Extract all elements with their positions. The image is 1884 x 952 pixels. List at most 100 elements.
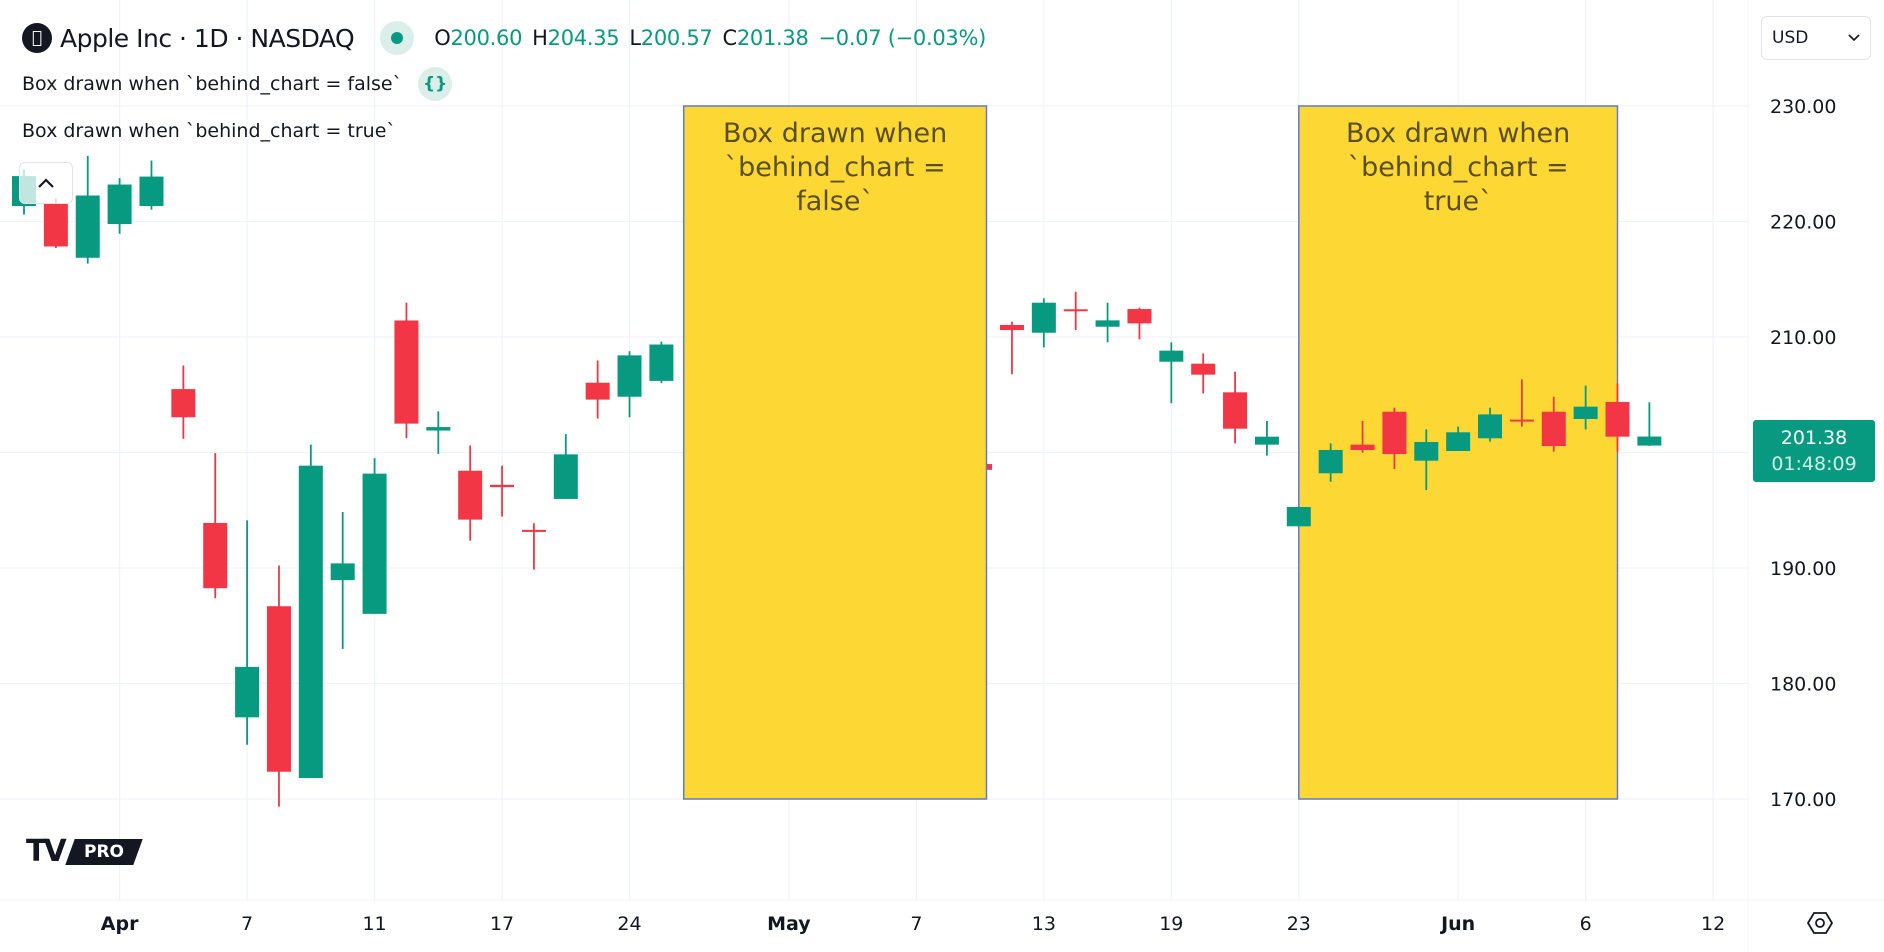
- candle: [107, 178, 132, 234]
- candle: [1095, 302, 1120, 343]
- apple-logo-icon: : [22, 23, 52, 53]
- candle: [1318, 443, 1343, 482]
- candle: [298, 444, 323, 778]
- candle-body: [1127, 309, 1152, 324]
- candle: [999, 321, 1024, 375]
- candle: [1350, 420, 1375, 453]
- candle: [649, 341, 674, 384]
- candle-body: [330, 563, 355, 581]
- high-value: 204.35: [547, 26, 620, 50]
- time-tick-label: 19: [1159, 913, 1183, 935]
- close-label: C: [722, 26, 737, 50]
- candle-body: [362, 473, 387, 614]
- candle: [1286, 506, 1311, 527]
- candle-body: [75, 195, 100, 258]
- candle: [490, 465, 515, 517]
- last-price: 201.38: [1780, 427, 1848, 449]
- candle-body: [1509, 419, 1534, 422]
- indicator-label[interactable]: Box drawn when `behind_chart = false`: [22, 73, 403, 95]
- candle-body: [394, 320, 419, 424]
- box-text-line: Box drawn when: [1346, 118, 1570, 149]
- chevron-up-icon: [38, 178, 54, 188]
- candle: [617, 351, 642, 418]
- price-axis[interactable]: 230.00 220.00 210.00 190.00 180.00 170.00: [1770, 96, 1836, 811]
- box-text-line: false`: [796, 186, 874, 217]
- indicator-legend-true[interactable]: Box drawn when `behind_chart = true`: [22, 117, 396, 145]
- braces-icon[interactable]: {}: [418, 67, 453, 101]
- candle-body: [1637, 436, 1662, 446]
- candle-body: [43, 203, 68, 247]
- candle: [1637, 402, 1662, 446]
- candle: [1573, 385, 1598, 430]
- candle-body: [107, 184, 132, 225]
- time-tick-label: 11: [362, 913, 386, 935]
- candle: [1382, 407, 1407, 470]
- market-status-icon[interactable]: [380, 21, 415, 55]
- candle-body: [1095, 320, 1120, 327]
- boxes-front-layer: Box drawn when`behind_chart =false`: [682, 105, 988, 800]
- high-label: H: [532, 26, 548, 50]
- candle: [426, 411, 451, 454]
- candle-body: [298, 465, 323, 778]
- candle: [43, 198, 68, 249]
- box-text-line: true`: [1424, 186, 1493, 217]
- candle-body: [1382, 411, 1407, 455]
- collapse-legend-button[interactable]: [19, 162, 73, 204]
- candle-body: [1573, 406, 1598, 420]
- time-tick-label: 7: [241, 913, 253, 935]
- candle: [1063, 291, 1088, 331]
- box-rect: [1298, 105, 1619, 800]
- pro-badge: PRO: [64, 838, 143, 865]
- time-tick-label: 23: [1287, 913, 1311, 935]
- candle-body: [553, 454, 578, 499]
- box-text-line: `behind_chart =: [1348, 152, 1569, 183]
- candle: [1478, 407, 1503, 442]
- time-axis[interactable]: Apr 7 11 17 24 May 7 13 19 23 Jun 6 12: [101, 913, 1725, 935]
- candle-body: [139, 176, 164, 207]
- candle-body: [649, 344, 674, 381]
- candle: [139, 160, 164, 210]
- candle-body: [171, 389, 196, 418]
- candle-body: [1159, 350, 1184, 362]
- change-value: −0.07 (−0.03%): [818, 26, 987, 50]
- candle-body: [490, 484, 515, 488]
- box-text-line: Box drawn when: [723, 118, 947, 149]
- candle-body: [426, 427, 451, 431]
- candle: [1127, 307, 1152, 340]
- candle-body: [999, 324, 1024, 331]
- tv-logo-mark: TV: [26, 834, 67, 869]
- time-tick-label: Apr: [101, 913, 139, 935]
- candle: [75, 155, 100, 264]
- price-tick-label: 180.00: [1770, 674, 1836, 696]
- last-price-tag: 201.38 01:48:09: [1753, 420, 1875, 482]
- symbol-title[interactable]: Apple Inc · 1D · NASDAQ: [60, 23, 355, 53]
- candle-body: [203, 522, 228, 589]
- candle: [235, 520, 260, 745]
- price-tick-label: 170.00: [1770, 789, 1836, 811]
- tradingview-logo[interactable]: TV PRO: [26, 834, 143, 869]
- candle-body: [235, 666, 260, 718]
- candle: [1414, 429, 1439, 491]
- candle: [458, 445, 483, 541]
- ohlc-values: O200.60 H204.35 L200.57 C201.38 −0.07 (−…: [434, 26, 986, 50]
- candle: [1223, 371, 1248, 444]
- box-rect: [682, 105, 988, 800]
- currency-select[interactable]: USD: [1761, 16, 1871, 60]
- candle: [585, 360, 610, 419]
- symbol-legend:  Apple Inc · 1D · NASDAQ O200.60 H204.3…: [22, 20, 986, 56]
- candle: [1191, 353, 1216, 394]
- candle: [1509, 379, 1534, 427]
- indicator-legend-false[interactable]: Box drawn when `behind_chart = false` {}: [22, 66, 453, 102]
- chevron-down-icon: [1848, 34, 1860, 42]
- candle-body: [1446, 432, 1471, 451]
- settings-hexagon-icon[interactable]: [1806, 909, 1834, 937]
- time-tick-label: Jun: [1439, 913, 1475, 935]
- candle: [362, 458, 387, 614]
- currency-label: USD: [1772, 28, 1809, 48]
- candle-body: [1223, 392, 1248, 429]
- indicator-label[interactable]: Box drawn when `behind_chart = true`: [22, 120, 396, 142]
- candle: [1159, 342, 1184, 404]
- candle: [171, 365, 196, 439]
- box-behind-chart-true: Box drawn when`behind_chart =true`: [1298, 105, 1619, 800]
